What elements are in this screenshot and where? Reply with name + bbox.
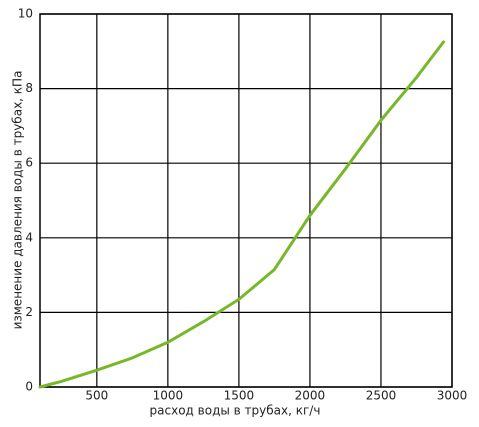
y-tick-label: 6 [25,156,33,170]
y-tick-label: 0 [25,380,33,394]
series-line [38,40,445,389]
y-tick-label: 4 [25,230,33,244]
x-axis-label: расход воды в трубах, кг/ч [150,404,321,418]
x-tick-label: 1500 [224,389,255,403]
x-tick-label: 500 [85,389,108,403]
y-tick-label: 8 [25,81,33,95]
plot-frame [39,13,453,388]
x-tick-label: 2000 [295,389,326,403]
y-tick-label: 2 [25,305,33,319]
x-tick-label: 1000 [153,389,184,403]
y-tick-label: 10 [18,7,33,21]
x-tick-label: 3000 [437,389,468,403]
x-tick-label: 2500 [366,389,397,403]
y-axis-label: изменение давления воды в трубах, кПа [11,71,25,330]
